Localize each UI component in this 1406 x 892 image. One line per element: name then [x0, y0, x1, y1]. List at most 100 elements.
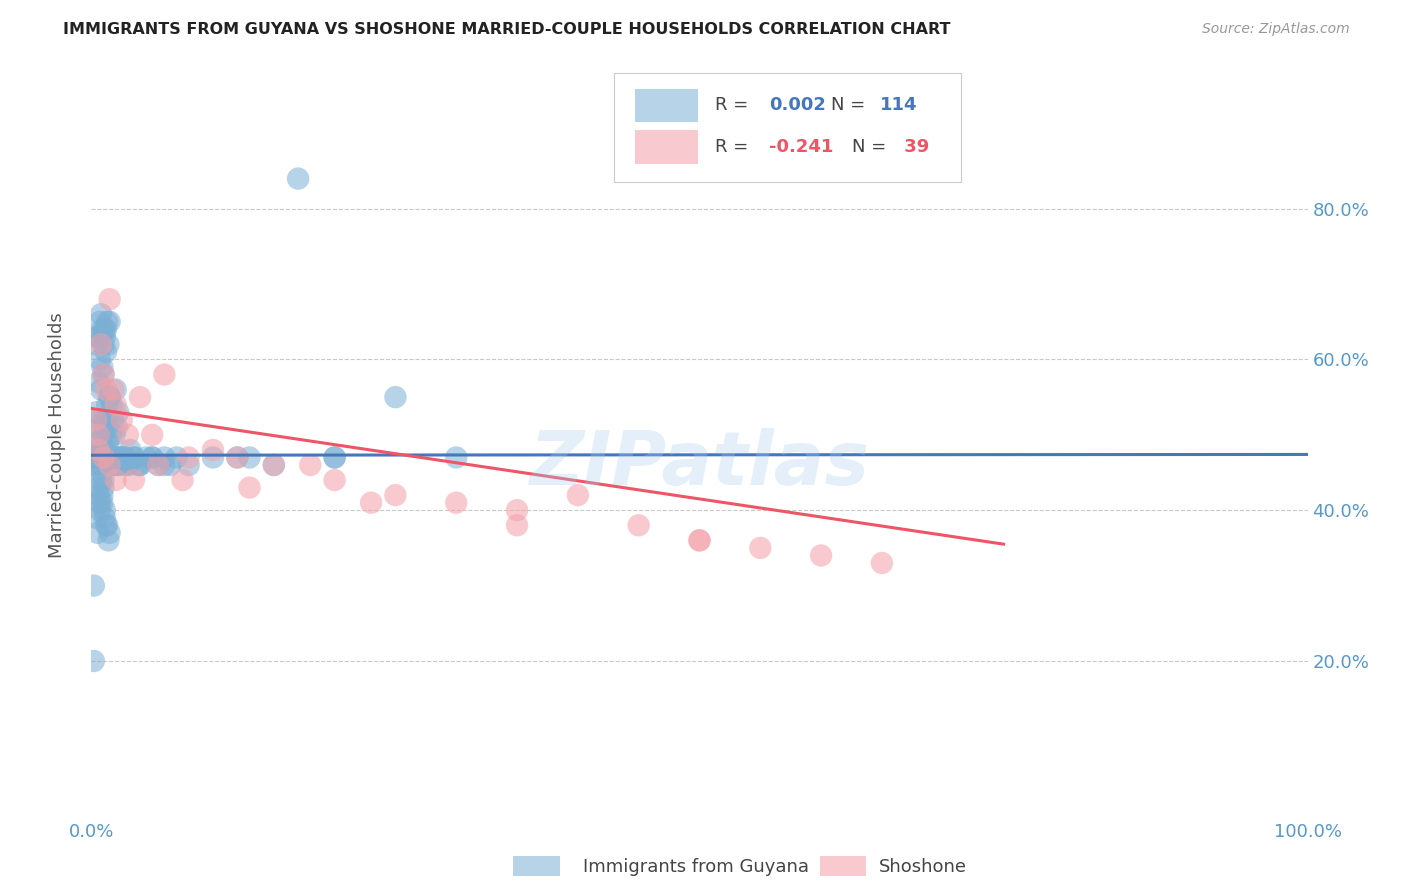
Point — [87, 442, 110, 457]
Point — [90, 383, 112, 397]
Point — [103, 428, 125, 442]
Point — [360, 496, 382, 510]
Point — [96, 518, 118, 533]
Point — [98, 390, 121, 404]
Point — [94, 330, 117, 344]
Point — [96, 315, 118, 329]
Point — [98, 458, 121, 472]
Point — [94, 442, 117, 457]
Point — [97, 533, 120, 548]
Point — [110, 450, 132, 465]
Text: Immigrants from Guyana: Immigrants from Guyana — [583, 858, 810, 876]
Point — [688, 533, 710, 548]
Point — [117, 458, 139, 472]
Point — [87, 481, 110, 495]
Point — [93, 428, 115, 442]
Point — [129, 458, 152, 472]
Point — [87, 330, 110, 344]
Point — [114, 450, 136, 465]
Point — [96, 398, 118, 412]
Point — [104, 383, 127, 397]
Point — [84, 413, 107, 427]
Point — [153, 458, 176, 472]
Point — [506, 518, 529, 533]
Point — [129, 390, 152, 404]
Point — [104, 450, 127, 465]
Point — [84, 458, 107, 472]
Text: ZIPatlas: ZIPatlas — [530, 428, 869, 501]
Point — [103, 458, 125, 472]
Point — [148, 458, 170, 472]
Point — [122, 450, 145, 465]
Point — [87, 450, 110, 465]
Point — [103, 458, 125, 472]
Point — [141, 450, 163, 465]
Point — [153, 450, 176, 465]
Point — [90, 307, 112, 321]
Point — [89, 352, 111, 367]
Point — [111, 458, 134, 472]
Point — [93, 337, 115, 351]
Point — [91, 428, 114, 442]
Text: R =: R = — [716, 96, 754, 114]
Point — [90, 466, 112, 480]
Point — [127, 458, 149, 472]
Point — [114, 450, 136, 465]
Point — [238, 450, 260, 465]
Text: 39: 39 — [897, 138, 929, 156]
Point — [129, 458, 152, 472]
Point — [107, 405, 129, 419]
Point — [104, 450, 127, 465]
Point — [84, 450, 107, 465]
Point — [177, 450, 200, 465]
Point — [93, 450, 115, 465]
Point — [84, 510, 107, 524]
Point — [90, 473, 112, 487]
Point — [98, 292, 121, 306]
Point — [98, 390, 121, 404]
Text: IMMIGRANTS FROM GUYANA VS SHOSHONE MARRIED-COUPLE HOUSEHOLDS CORRELATION CHART: IMMIGRANTS FROM GUYANA VS SHOSHONE MARRI… — [63, 22, 950, 37]
Point — [86, 330, 108, 344]
Point — [627, 518, 650, 533]
Point — [105, 420, 128, 434]
Text: 114: 114 — [880, 96, 917, 114]
Point — [83, 654, 105, 668]
Point — [91, 488, 114, 502]
Point — [148, 458, 170, 472]
Text: N =: N = — [852, 138, 891, 156]
Point — [94, 510, 117, 524]
Text: Source: ZipAtlas.com: Source: ZipAtlas.com — [1202, 22, 1350, 37]
Point — [94, 450, 117, 465]
Point — [86, 442, 108, 457]
Point — [84, 337, 107, 351]
Point — [104, 473, 127, 487]
Point — [97, 337, 120, 351]
Point — [117, 458, 139, 472]
Point — [166, 450, 188, 465]
Point — [107, 458, 129, 472]
Point — [89, 496, 111, 510]
Text: -0.241: -0.241 — [769, 138, 834, 156]
Point — [107, 450, 129, 465]
Point — [120, 442, 142, 457]
Point — [870, 556, 893, 570]
Y-axis label: Married-couple Households: Married-couple Households — [48, 312, 66, 558]
Point — [84, 450, 107, 465]
Point — [98, 525, 121, 540]
Point — [84, 450, 107, 465]
Point — [177, 458, 200, 472]
Point — [91, 322, 114, 336]
Text: Shoshone: Shoshone — [879, 858, 967, 876]
Point — [107, 458, 129, 472]
Point — [172, 473, 194, 487]
Point — [323, 473, 346, 487]
Point — [93, 368, 115, 382]
Point — [84, 458, 107, 472]
Point — [89, 413, 111, 427]
Point — [141, 450, 163, 465]
Point — [287, 171, 309, 186]
Point — [83, 450, 105, 465]
Point — [94, 518, 117, 533]
Point — [96, 413, 118, 427]
Point — [93, 442, 115, 457]
